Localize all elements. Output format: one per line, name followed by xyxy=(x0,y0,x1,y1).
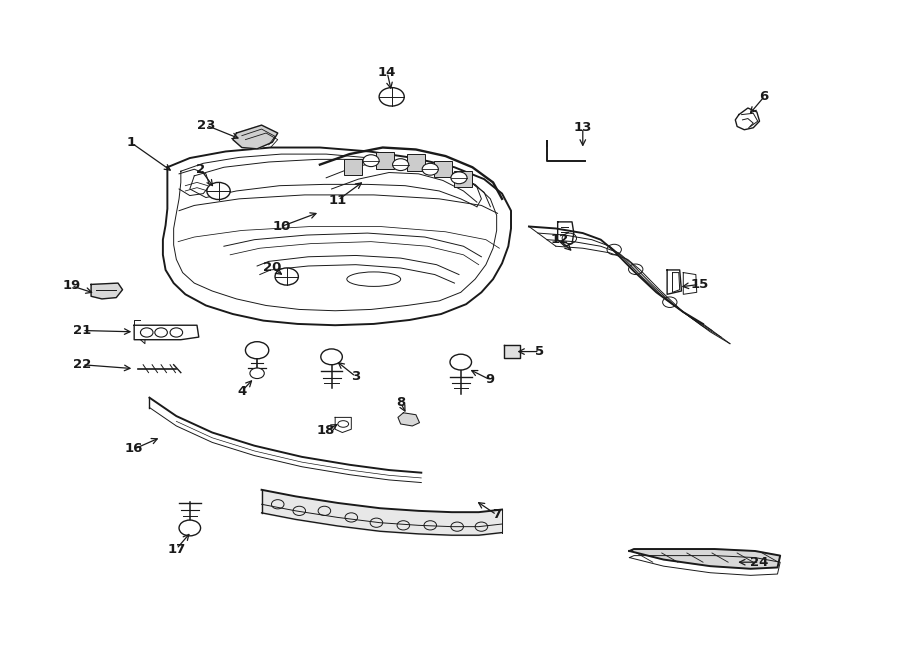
Circle shape xyxy=(450,354,472,370)
Text: 9: 9 xyxy=(486,373,495,387)
Text: 23: 23 xyxy=(197,118,215,132)
Text: 19: 19 xyxy=(62,279,80,292)
Text: 13: 13 xyxy=(573,121,592,134)
Circle shape xyxy=(179,520,201,536)
Text: 10: 10 xyxy=(272,220,291,233)
Polygon shape xyxy=(398,412,419,426)
Polygon shape xyxy=(344,159,362,175)
Text: 8: 8 xyxy=(396,397,405,409)
Circle shape xyxy=(250,368,265,379)
Text: 7: 7 xyxy=(492,508,501,522)
Circle shape xyxy=(246,342,269,359)
Text: 14: 14 xyxy=(378,66,396,79)
Polygon shape xyxy=(629,549,780,568)
Circle shape xyxy=(392,159,409,171)
Polygon shape xyxy=(376,153,394,169)
Text: 6: 6 xyxy=(760,91,769,103)
Circle shape xyxy=(207,182,230,200)
Text: 5: 5 xyxy=(536,345,544,358)
Text: 12: 12 xyxy=(550,233,569,246)
Polygon shape xyxy=(91,283,122,299)
Text: 4: 4 xyxy=(238,385,247,397)
Circle shape xyxy=(422,163,438,175)
Polygon shape xyxy=(504,345,520,358)
Text: 16: 16 xyxy=(125,442,143,455)
Polygon shape xyxy=(454,171,472,187)
Polygon shape xyxy=(233,125,278,149)
Text: 22: 22 xyxy=(73,358,91,371)
Text: 1: 1 xyxy=(127,136,136,149)
Circle shape xyxy=(320,349,342,365)
Circle shape xyxy=(363,155,379,167)
Text: 11: 11 xyxy=(328,194,347,207)
Polygon shape xyxy=(407,155,425,171)
Polygon shape xyxy=(434,161,452,177)
Text: 15: 15 xyxy=(690,278,708,291)
Text: 24: 24 xyxy=(751,556,769,568)
Text: 17: 17 xyxy=(167,543,185,555)
Circle shape xyxy=(451,172,467,184)
Text: 3: 3 xyxy=(351,370,360,383)
Text: 2: 2 xyxy=(196,163,205,176)
Circle shape xyxy=(275,268,299,285)
Text: 20: 20 xyxy=(263,262,282,274)
Circle shape xyxy=(379,88,404,106)
Text: 21: 21 xyxy=(73,324,91,337)
Text: 18: 18 xyxy=(317,424,336,437)
